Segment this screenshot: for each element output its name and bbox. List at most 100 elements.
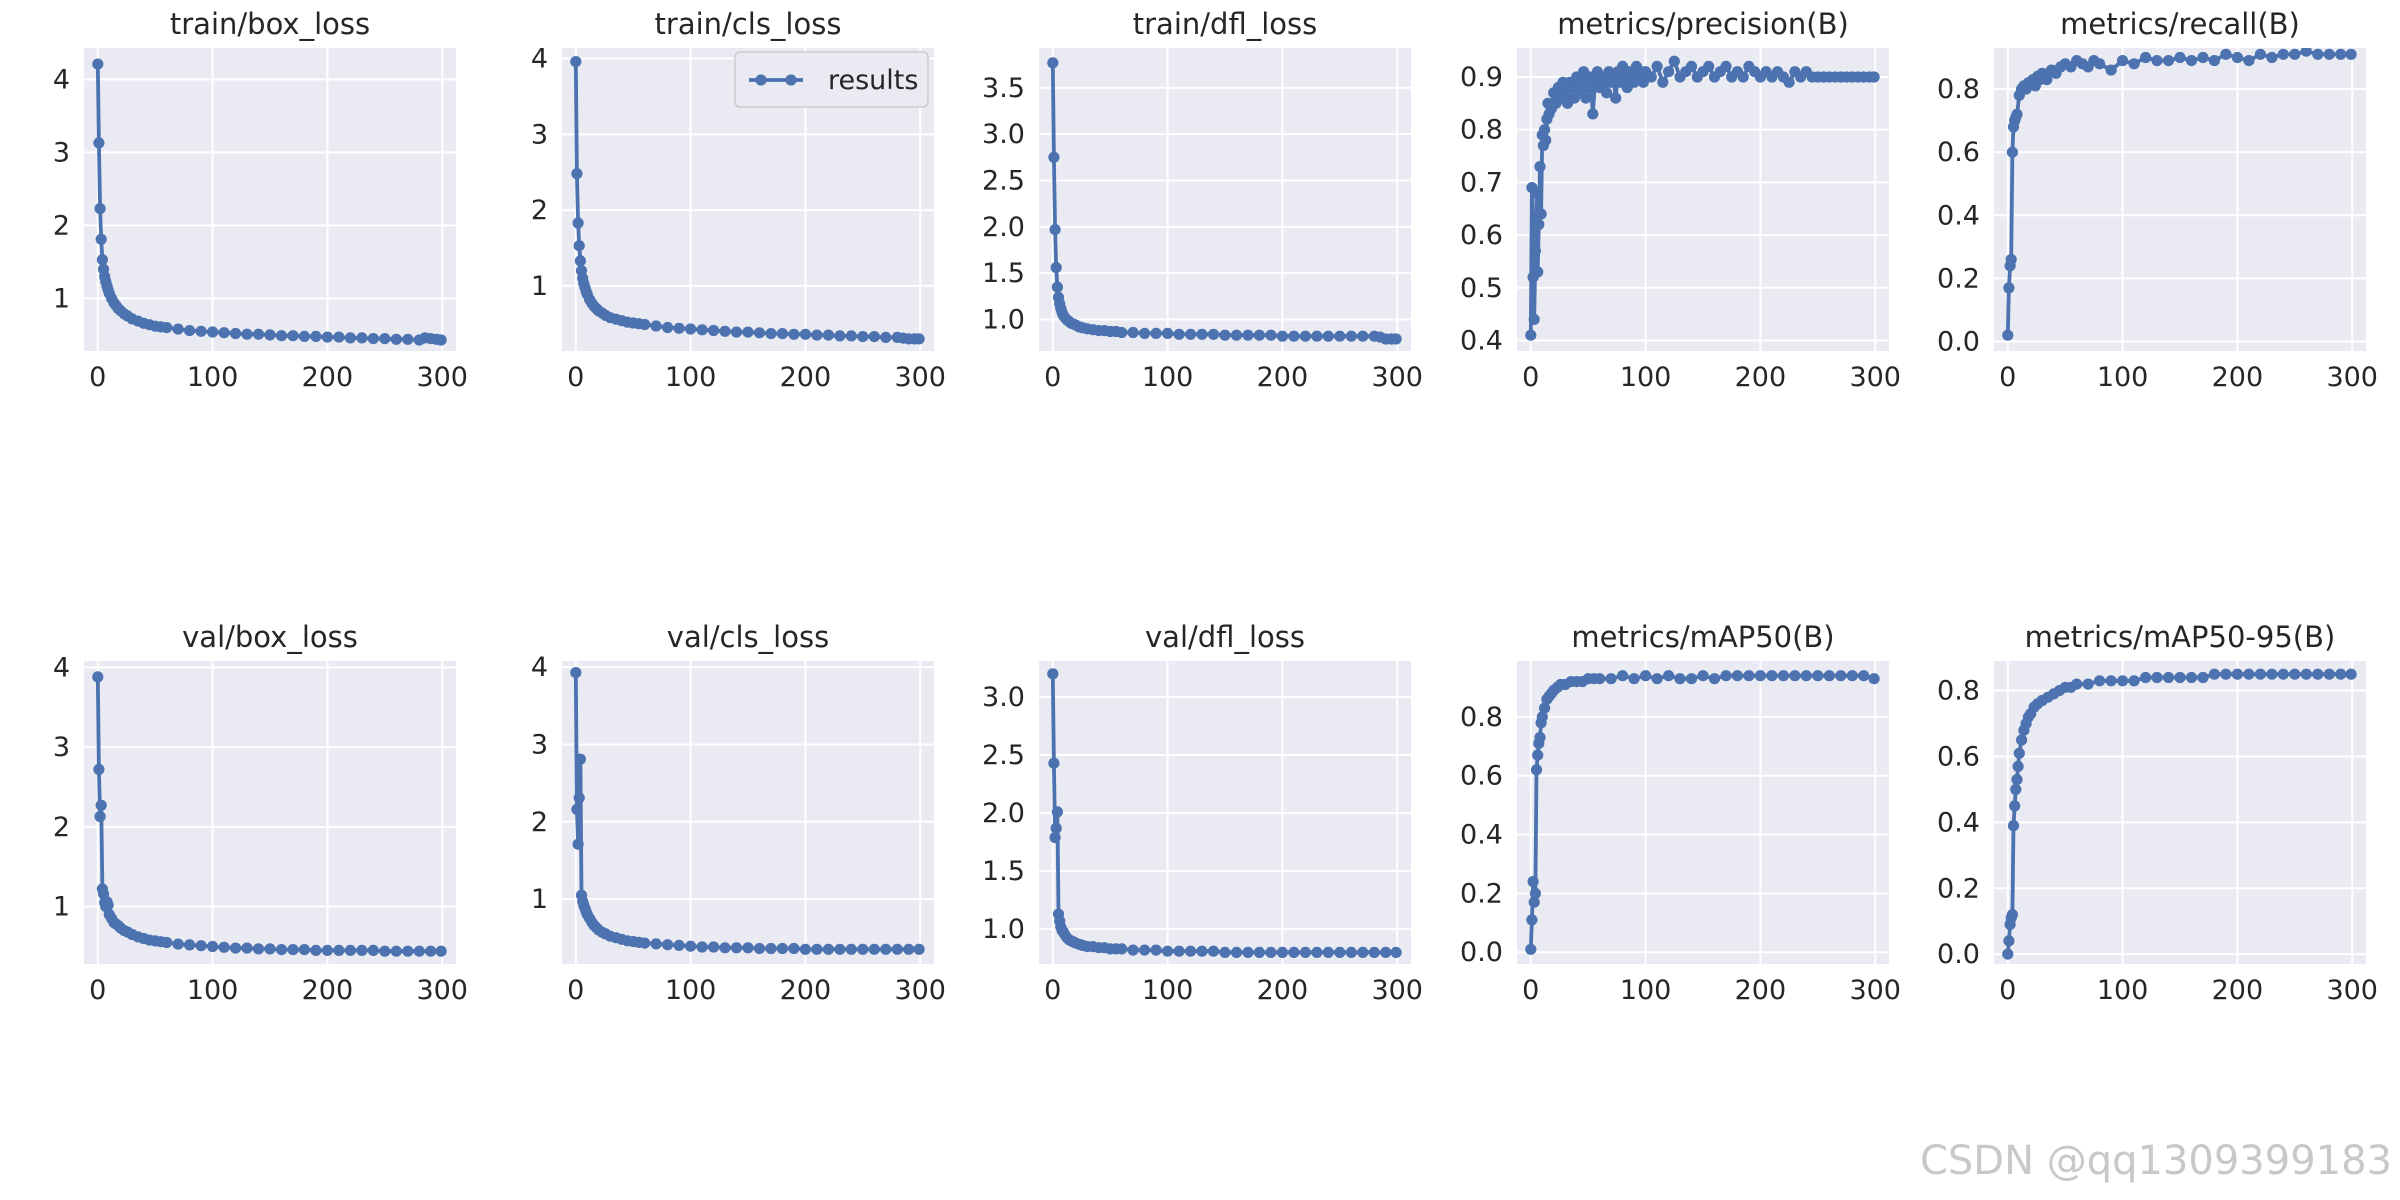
x-tick-label: 300 <box>1371 362 1423 393</box>
data-point <box>2335 48 2347 60</box>
data-point <box>344 332 356 344</box>
data-point <box>571 803 583 816</box>
data-point <box>2197 671 2209 684</box>
data-point <box>1835 670 1847 682</box>
data-point <box>2003 282 2015 294</box>
data-point <box>1253 329 1265 341</box>
data-point <box>1674 673 1686 685</box>
chart-panel: metrics/mAP50(B) 0 100 200 300 0.0 0.2 0.4 0.6 0.… <box>1460 620 1901 1006</box>
data-point <box>93 137 105 149</box>
y-tick-label: 4 <box>53 64 70 95</box>
legend-label: results <box>828 65 918 96</box>
data-point <box>1617 670 1629 682</box>
data-point <box>2005 253 2017 266</box>
y-tick-label: 2.0 <box>982 212 1025 243</box>
panel-title: val/dfl_loss <box>1145 620 1305 654</box>
data-point <box>264 329 276 341</box>
y-tick-label: 1.5 <box>982 258 1025 289</box>
data-point <box>310 330 322 342</box>
x-tick-label: 0 <box>89 362 106 393</box>
data-point <box>1049 831 1061 844</box>
y-tick-label: 0.6 <box>1460 220 1503 251</box>
data-point <box>2323 668 2335 680</box>
data-point <box>753 942 766 955</box>
data-point <box>753 327 766 339</box>
data-point <box>1185 328 1197 340</box>
data-point <box>880 331 892 343</box>
plot-area <box>562 661 934 964</box>
data-point <box>1299 330 1311 342</box>
chart-panel: train/box_loss 0 100 200 300 1 2 3 4 <box>53 7 468 393</box>
y-tick-label: 0.9 <box>1460 62 1503 93</box>
x-tick-label: 0 <box>1522 975 1539 1006</box>
x-tick-label: 100 <box>1620 362 1672 393</box>
data-point <box>1526 914 1538 926</box>
data-point <box>1540 134 1552 146</box>
data-point <box>662 939 674 951</box>
data-point <box>1605 673 1617 685</box>
data-point <box>356 944 368 957</box>
y-tick-label: 2 <box>53 812 70 843</box>
data-point <box>230 942 242 954</box>
x-tick-label: 0 <box>1999 362 2016 393</box>
x-tick-label: 300 <box>2326 362 2378 393</box>
data-point <box>230 327 242 340</box>
data-point <box>1800 670 1812 682</box>
data-point <box>102 899 114 911</box>
data-point <box>913 333 925 345</box>
data-point <box>1150 944 1162 956</box>
data-point <box>1276 946 1288 959</box>
data-point <box>1823 670 1835 682</box>
data-point <box>776 328 789 340</box>
data-point <box>1196 328 1208 340</box>
x-tick-label: 300 <box>2326 975 2378 1006</box>
y-tick-label: 0.4 <box>1937 200 1980 231</box>
data-point <box>1048 757 1060 769</box>
data-point <box>1868 673 1880 685</box>
data-point <box>1708 673 1721 685</box>
y-tick-label: 0.8 <box>1460 115 1503 146</box>
data-point <box>685 940 697 952</box>
chart-panel: train/cls_loss 0 100 200 300 1 2 3 4 results <box>531 7 946 393</box>
x-tick-label: 300 <box>416 975 468 1006</box>
data-point <box>367 944 379 957</box>
data-point <box>1743 670 1755 682</box>
data-point <box>1737 71 1749 83</box>
data-point <box>1720 670 1732 682</box>
x-tick-label: 100 <box>2097 975 2149 1006</box>
y-tick-label: 0.0 <box>1460 937 1503 968</box>
x-tick-label: 200 <box>780 362 832 393</box>
data-point <box>390 333 402 345</box>
data-point <box>2082 678 2094 690</box>
y-tick-label: 3 <box>53 732 70 763</box>
x-tick-label: 0 <box>567 362 584 393</box>
data-point <box>1390 946 1402 959</box>
data-point <box>2335 668 2347 680</box>
data-point <box>1812 670 1824 682</box>
data-point <box>2220 48 2232 60</box>
legend-box <box>734 51 929 108</box>
y-tick-label: 4 <box>531 44 548 75</box>
data-point <box>2254 668 2266 680</box>
data-point <box>2162 671 2175 684</box>
data-point <box>1580 92 1592 104</box>
data-point <box>275 944 288 956</box>
data-point <box>788 942 800 955</box>
panel-title: val/cls_loss <box>667 620 829 654</box>
data-point <box>1535 208 1547 220</box>
data-point <box>207 326 219 338</box>
data-point <box>571 168 583 180</box>
data-point <box>811 329 823 341</box>
data-point <box>264 943 276 955</box>
y-tick-label: 0.7 <box>1460 167 1503 198</box>
x-tick-label: 300 <box>416 362 468 393</box>
data-point <box>822 329 835 341</box>
y-tick-label: 0.2 <box>1937 263 1980 294</box>
data-point <box>1345 946 1357 959</box>
data-point <box>94 810 106 823</box>
plot-area <box>1994 48 2366 351</box>
data-point <box>287 330 299 342</box>
data-point <box>1219 329 1231 341</box>
data-point <box>2011 108 2023 120</box>
x-tick-label: 100 <box>1142 362 1194 393</box>
